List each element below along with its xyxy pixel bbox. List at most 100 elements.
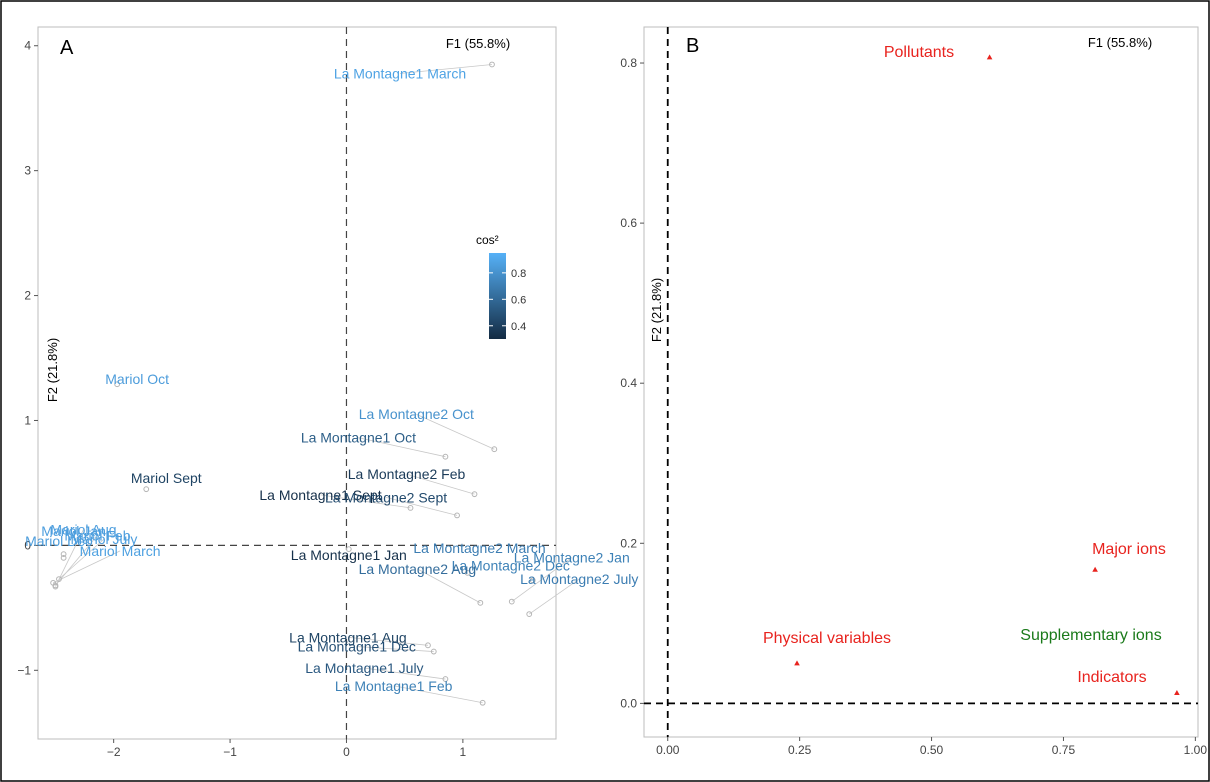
panel-a-point-label: Mariol Sept: [131, 470, 202, 486]
panel-a-leader-line: [364, 667, 446, 680]
panel-a-point: [442, 453, 449, 460]
panel-a-leader-line: [406, 473, 475, 495]
panel-a-leader-line: [399, 64, 493, 74]
panel-b-x-tick-label: 0.00: [656, 743, 680, 757]
panel-a-leader-line: [320, 494, 411, 509]
panel-a-point: [526, 611, 533, 617]
panel-a-y-tick-label: 2: [24, 289, 31, 303]
panel-b-y-tick-label: 0.8: [620, 56, 637, 70]
panel-a-point-label: La Montagne1 Feb: [335, 678, 453, 694]
panel-a-point-label: La Montagne2 March: [413, 540, 545, 556]
panel-b-point: [1092, 566, 1098, 572]
panel-b-x-axis-label: F1 (55.8%): [1088, 35, 1152, 50]
panel-a-point-label: La Montagne1 Oct: [301, 430, 416, 446]
panel-a-leader-line: [358, 437, 446, 458]
panel-b-y-tick-label: 0.0: [620, 696, 637, 710]
panel-a-point-label: Mariol Aug: [50, 522, 116, 538]
panel-a-y-tick-label: 0: [24, 538, 31, 552]
panel-b-label: B: [686, 35, 699, 57]
panel-a-point: [529, 577, 536, 584]
panel-a-point-label: La Montagne1 Dec: [298, 639, 416, 655]
panel-a-point: [491, 446, 498, 453]
panel-a-point: [60, 551, 67, 558]
panel-a-leader-line: [528, 578, 580, 615]
panel-a-label: A: [60, 37, 74, 59]
panel-a-point-label: Mariol Jan: [41, 523, 106, 539]
panel-a-x-tick-label: −1: [223, 745, 237, 759]
panel-a-x-tick-label: 0: [343, 745, 350, 759]
panel-a-leader-line: [393, 685, 483, 704]
panel-a-leader-lines: [52, 64, 580, 704]
colorbar-tick-label: 0.6: [511, 294, 526, 306]
panel-b-x-tick-label: 0.75: [1052, 743, 1076, 757]
panel-a-leader-line: [511, 557, 573, 602]
panel-a-y-tick-label: 3: [24, 164, 31, 178]
panel-a-point-label: Mariol Feb: [64, 527, 130, 543]
panel-b-point-label: Pollutants: [884, 44, 954, 61]
panel-a-point-label: La Montagne2 Feb: [348, 466, 466, 482]
panel-a-point-label: La Montagne1 July: [305, 660, 423, 676]
panel-a-point: [442, 676, 449, 682]
panel-b-y-tick-label: 0.2: [620, 536, 637, 550]
colorbar-ticks: 0.4 0.6 0.8: [489, 268, 526, 333]
panel-a-point: [56, 576, 62, 583]
panel-b-axes: 0.00 0.25 0.50 0.75 1.00 0.0 0.2 0.4 0.6 0.8: [620, 27, 1207, 757]
panel-b-y-tick-label: 0.6: [620, 216, 637, 230]
panel-b: B F1 (55.8%) F2 (21.8%) 0.00 0.25 0.50 0.75…: [620, 26, 1207, 757]
panel-b-point: [986, 54, 993, 60]
colorbar-title: cos²: [476, 233, 499, 247]
panel-a-point-label: La Montagne1 Sept: [259, 487, 381, 503]
panel-a-point: [425, 642, 431, 649]
panel-a-x-tick-label: −2: [107, 745, 121, 759]
cos2-colorbar: cos² 0.4 0.6 0.8: [476, 233, 526, 339]
panel-a-point-label: La Montagne2 Aug: [359, 561, 477, 577]
panel-a-point-label: Mariol Dec: [25, 533, 92, 549]
panel-a-y-tick-label: 4: [24, 39, 31, 53]
panel-a-point: [114, 381, 121, 388]
panel-a-point: [430, 648, 437, 655]
panel-b-y-tick-label: 0.4: [620, 376, 637, 390]
panel-a-point-label: La Montagne2 Oct: [359, 406, 474, 422]
panel-a-leader-line: [385, 497, 458, 516]
panel-a-x-axis-label: F1 (55.8%): [446, 36, 510, 51]
panel-a-point: [345, 546, 352, 553]
panel-b-y-axis-label: F2 (21.8%): [649, 278, 664, 342]
panel-b-x-tick-label: 0.50: [920, 743, 944, 757]
panel-a-point-label: Mariol Oct: [105, 371, 169, 387]
panel-a-point: [143, 486, 150, 493]
panel-b-point-labels: Pollutants Major ions Supplementary ions Ph…: [763, 44, 1166, 686]
panel-a-leader-line: [356, 646, 434, 652]
panel-a-point: [508, 598, 515, 605]
panel-a-points: [50, 61, 536, 706]
colorbar-tick-label: 0.8: [511, 268, 526, 280]
panel-b-point: [794, 660, 800, 666]
panel-a-point-labels: La Montagne1 March Mariol Oct La Montagne2…: [25, 65, 638, 693]
panel-a-point-label: Mariol March: [80, 543, 161, 559]
panel-b-point-label: Indicators: [1077, 669, 1146, 686]
panel-a-plot-area: [37, 26, 557, 740]
panel-b-x-tick-label: 0.25: [788, 743, 812, 757]
panel-a-point: [464, 569, 471, 576]
panel-a-leader-line: [347, 636, 428, 646]
panel-a-point: [454, 512, 460, 519]
colorbar-tick-label: 0.4: [511, 321, 526, 333]
panel-a-axes: −2 −1 0 1 −1 0 1 2 3 4: [17, 27, 556, 759]
panel-a-point-label: Mariol July: [70, 531, 137, 547]
panel-b-x-tick-label: 1.00: [1184, 743, 1208, 757]
panel-a-point-label: La Montagne1 Jan: [291, 547, 407, 563]
panel-a-point-label: La Montagne2 Sept: [325, 489, 447, 505]
panel-a-y-axis-label: F2 (21.8%): [45, 338, 60, 402]
panel-b-point-label: Physical variables: [763, 630, 891, 647]
panel-b-points: [794, 54, 1180, 695]
panel-a-x-tick-label: 1: [460, 745, 467, 759]
panel-a-point: [471, 491, 478, 498]
panel-b-point-label: Supplementary ions: [1020, 627, 1161, 644]
panel-a-point: [477, 599, 484, 606]
panel-a-point: [60, 554, 67, 561]
panel-b-point: [1174, 689, 1180, 695]
panel-a-point-label: La Montagne2 July: [520, 571, 638, 587]
panel-b-plot-area: [643, 26, 1199, 738]
panel-a-leader-line: [55, 535, 98, 586]
panel-a-leader-line: [417, 568, 481, 604]
